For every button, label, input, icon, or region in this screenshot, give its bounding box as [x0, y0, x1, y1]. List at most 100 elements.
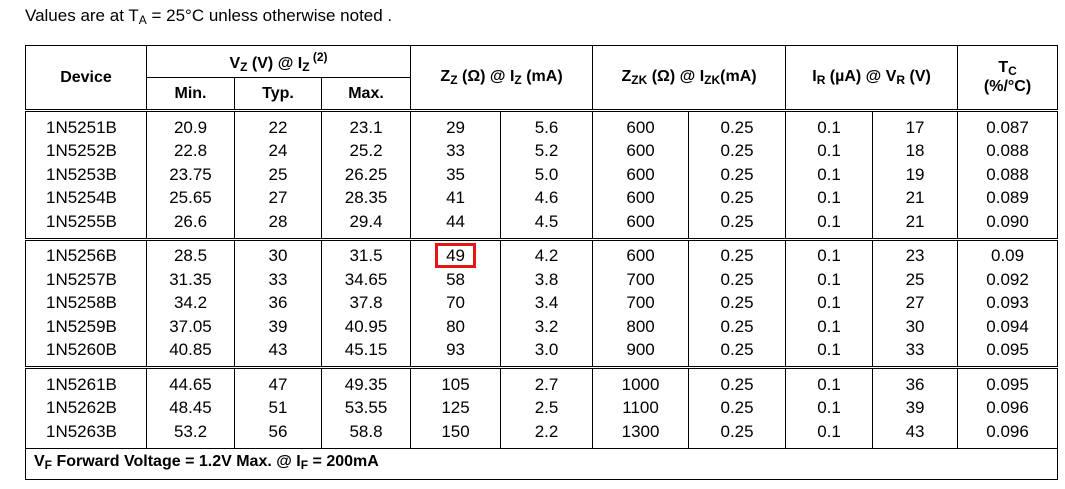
cell: 43: [234, 338, 322, 368]
cell: 600: [592, 239, 690, 268]
cell: 1N5253B: [25, 163, 147, 187]
value: 0.1: [817, 117, 841, 137]
row: 1N5251B 20.9 22 23.1 29 5.6 600 0.25 0.1 17 0.087: [25, 110, 1059, 140]
value: 26.6: [173, 211, 208, 231]
value: 58: [446, 269, 465, 289]
text-part: (%/°C): [983, 78, 1032, 95]
value: 900: [626, 340, 655, 360]
text-part: Z: [450, 73, 458, 87]
cell: 22: [234, 110, 322, 140]
cell: 700: [592, 291, 690, 315]
row: 1N5255B 26.6 28 29.4 44 4.5 600 0.25 0.1 21 0.090: [25, 210, 1059, 239]
value: 19: [905, 164, 925, 184]
value: 53.2: [173, 421, 208, 441]
cell: 25.65: [146, 186, 235, 210]
value: 26.25: [344, 164, 388, 184]
cell: 53.55: [320, 396, 412, 420]
value: 0.1: [817, 164, 841, 184]
value: 45.15: [344, 340, 388, 360]
value: 0.1: [817, 141, 841, 161]
value: 47: [268, 374, 288, 394]
value: 31.5: [349, 246, 383, 266]
cell: 21: [872, 186, 959, 210]
cell: 36: [872, 367, 959, 397]
text-part: V: [34, 453, 45, 470]
value: 51: [268, 398, 288, 418]
value: 0.25: [720, 164, 754, 184]
value: 1300: [621, 421, 660, 441]
cell: 0.25: [688, 420, 787, 448]
value: 3.2: [534, 316, 559, 336]
value: 35: [446, 164, 465, 184]
cell: 0.25: [688, 338, 787, 368]
text-part: Z: [621, 68, 632, 85]
cell: 44: [410, 210, 502, 239]
cell: 3.4: [500, 291, 594, 315]
header-zzk: ZZK (Ω) @ IZK(mA): [592, 45, 787, 111]
cell: 3.2: [500, 315, 594, 339]
cell: 1300: [592, 420, 690, 448]
text-part: (mA): [521, 68, 563, 85]
cell: 0.088: [957, 163, 1059, 187]
value: 24: [268, 141, 288, 161]
value: 0.1: [817, 246, 841, 266]
cell: 3.0: [500, 338, 594, 368]
value: 600: [626, 164, 655, 184]
value: 1100: [622, 398, 659, 418]
cell: 600: [592, 186, 690, 210]
cell: 0.1: [785, 210, 874, 239]
cell: 29: [410, 110, 502, 140]
cell: 31.35: [146, 268, 235, 292]
cell: 4.6: [500, 186, 594, 210]
cell: 1N5260B: [25, 338, 147, 368]
cell: 53.2: [146, 420, 235, 448]
text-part: (2): [309, 49, 328, 64]
cell: 47: [234, 367, 322, 397]
cell: 600: [592, 110, 690, 140]
cell: 1N5252B: [25, 139, 147, 163]
cell: 37.8: [320, 291, 412, 315]
text-part: A: [138, 13, 147, 27]
cell: 0.25: [688, 291, 787, 315]
cell: 26.25: [320, 163, 412, 187]
value: 0.09: [991, 246, 1025, 266]
cell: 1N5255B: [25, 210, 147, 239]
value: 800: [626, 316, 655, 336]
cell: 0.096: [957, 420, 1059, 448]
value: 25: [905, 269, 925, 289]
value: 28.35: [344, 188, 388, 208]
cell: 25: [234, 163, 322, 187]
cell: 24: [234, 139, 322, 163]
header-vz: VZ (V) @ IZ (2): [145, 45, 412, 78]
value: 0.089: [986, 188, 1029, 208]
row: 1N5257B 31.35 33 34.65 58 3.8 700 0.25 0.1 25 0.09…: [25, 268, 1059, 292]
device-name: 1N5251B: [46, 117, 117, 137]
value: 5.6: [534, 117, 559, 137]
device-name: 1N5254B: [46, 188, 117, 208]
cell: 25: [872, 268, 959, 292]
text-part: (V) @ I: [247, 54, 303, 72]
header-min: Min.: [146, 77, 235, 111]
value: 22.8: [173, 141, 208, 161]
value: 0.25: [720, 398, 754, 418]
spec-table: Device VZ (V) @ IZ (2) ZZ (Ω) @ IZ (mA) …: [24, 45, 1059, 480]
value: 0.25: [720, 246, 754, 266]
value: 0.1: [817, 269, 841, 289]
cell: 28.5: [146, 239, 235, 268]
value: 0.096: [986, 398, 1029, 418]
value: 33: [446, 141, 465, 161]
cell: 600: [592, 210, 690, 239]
value: 0.1: [817, 421, 841, 441]
cell: 22.8: [146, 139, 235, 163]
value: 0.25: [720, 211, 754, 231]
row: 1N5261B 44.65 47 49.35 105 2.7 1000 0.25 0.1 36 0.…: [25, 367, 1059, 397]
cell: 5.2: [500, 139, 594, 163]
text-part: F: [300, 458, 309, 472]
value: 0.25: [720, 421, 754, 441]
cell: 2.5: [500, 396, 594, 420]
cell: 43: [872, 420, 959, 448]
value: 17: [905, 117, 925, 137]
value: 1000: [621, 374, 660, 394]
cell: 700: [592, 268, 690, 292]
cell: 17: [872, 110, 959, 140]
